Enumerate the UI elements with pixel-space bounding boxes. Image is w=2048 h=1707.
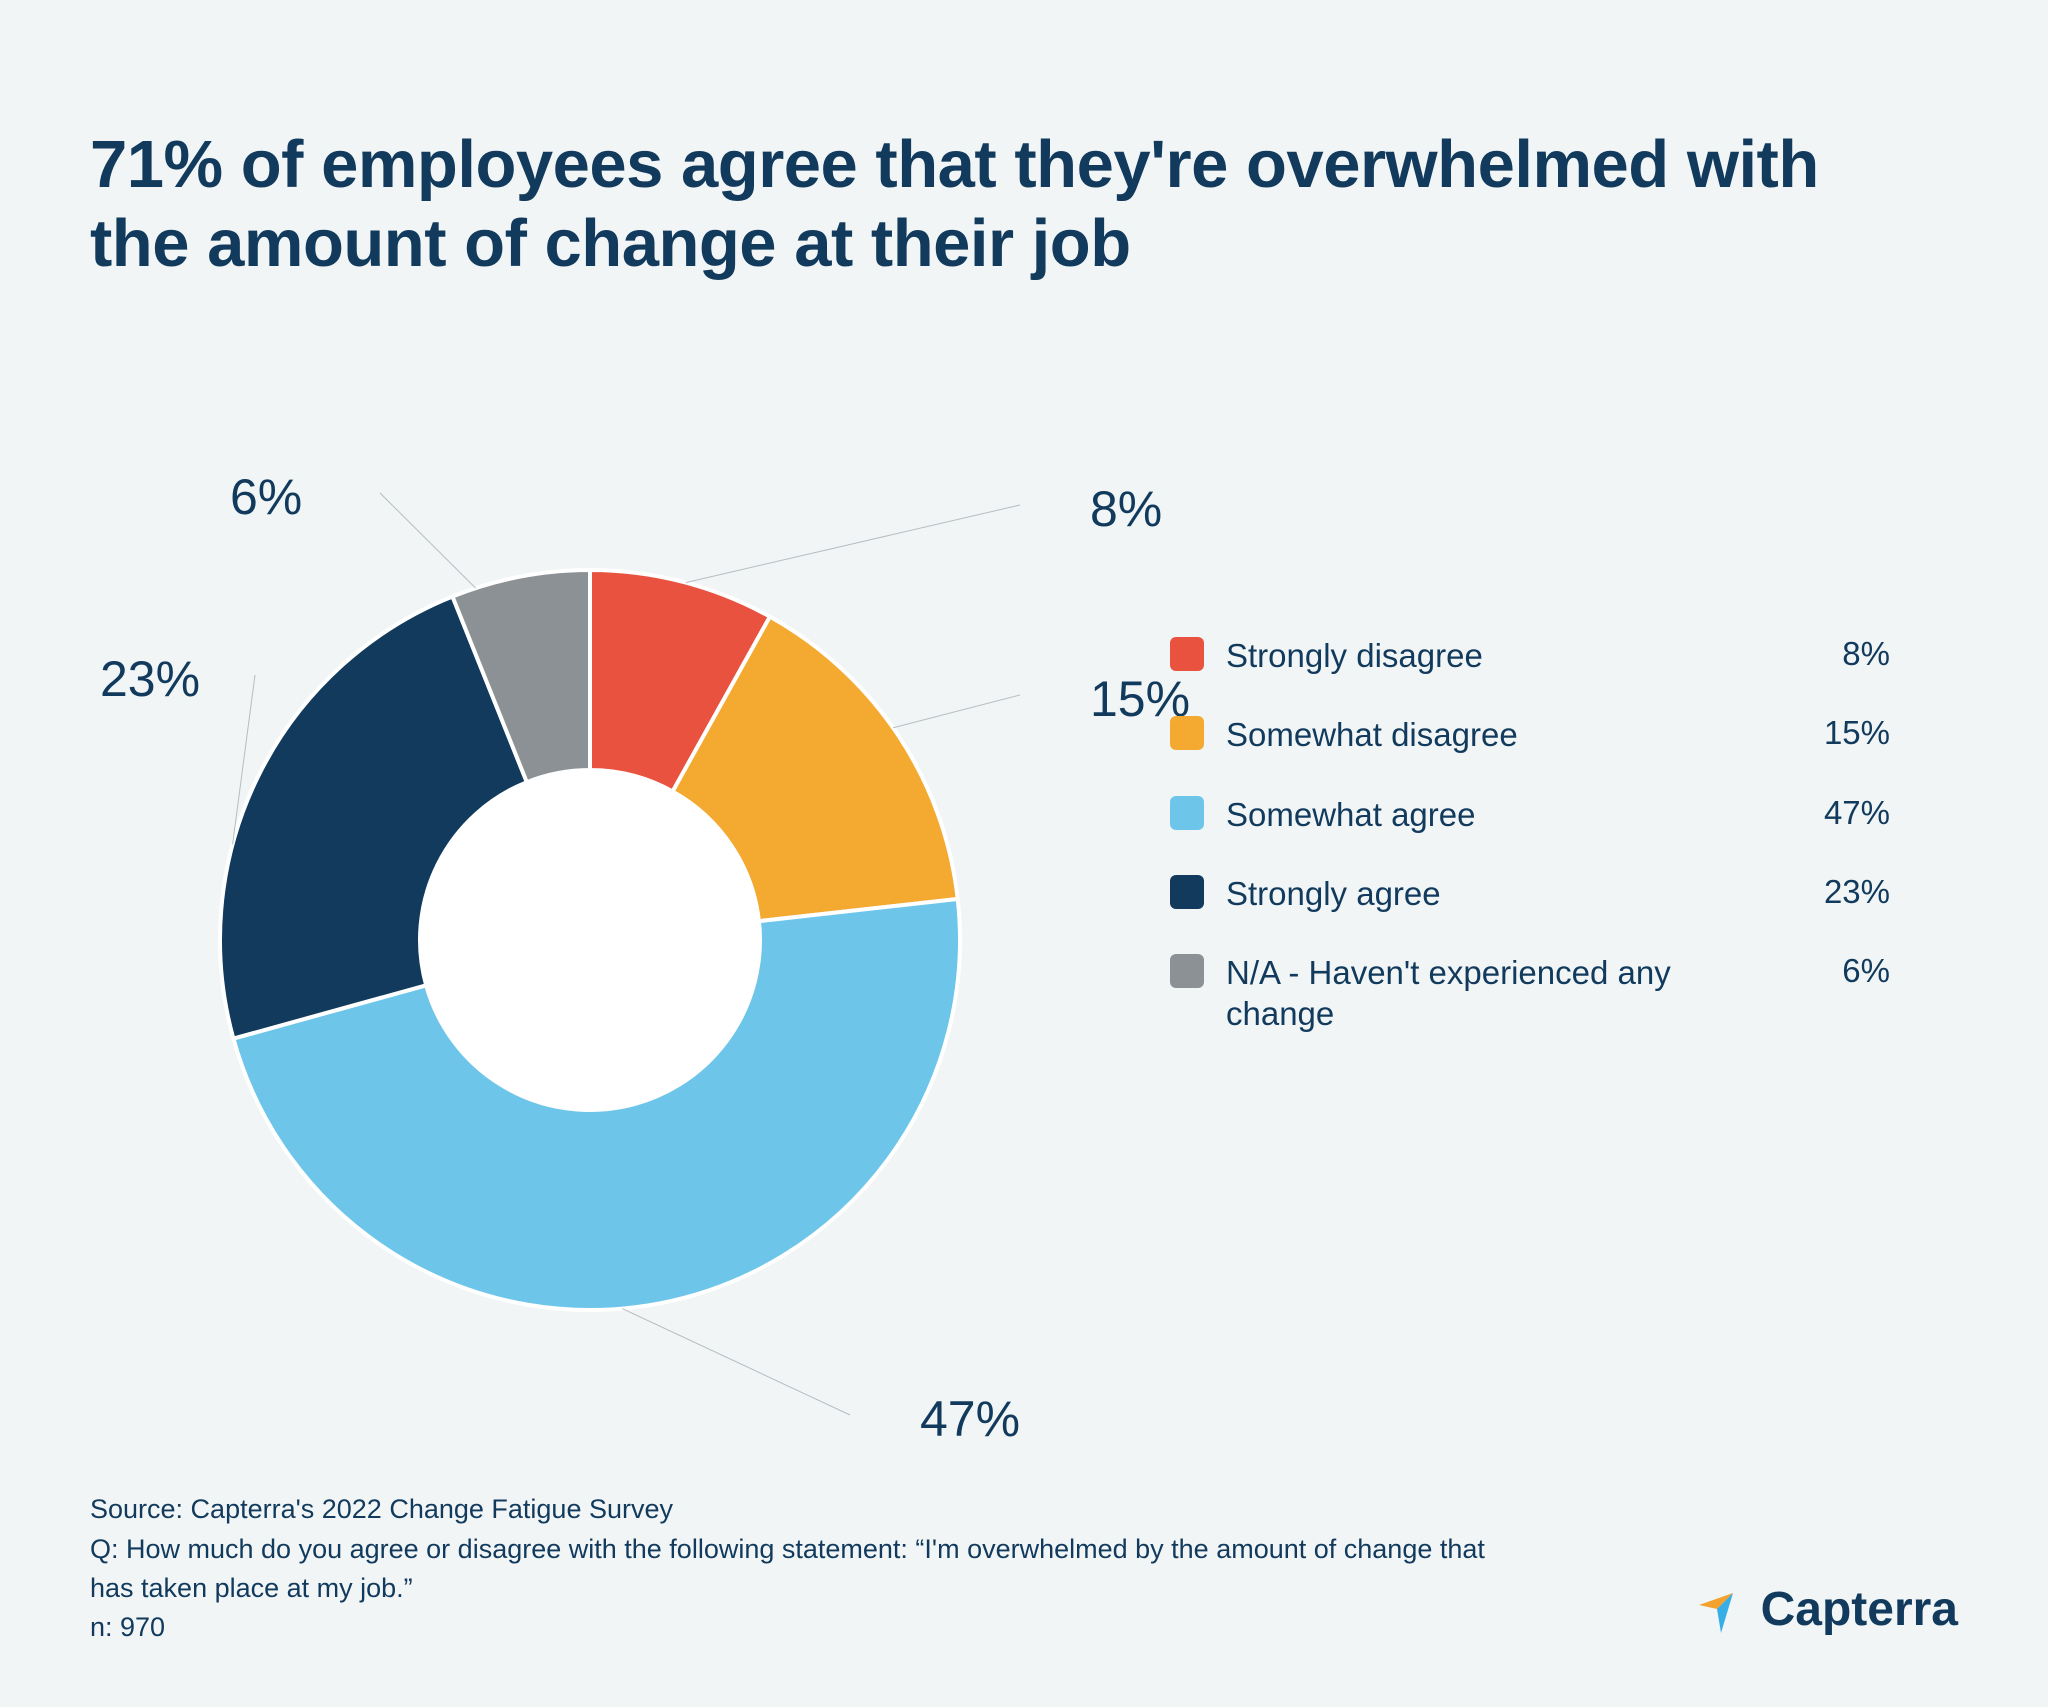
callout-strongly_disagree: 8% [1090, 480, 1162, 538]
donut-hole [420, 770, 760, 1110]
legend-swatch [1170, 954, 1204, 988]
legend: Strongly disagree8%Somewhat disagree15%S… [1170, 635, 1890, 1073]
donut-chart: 8%15%47%23%6% [90, 440, 1090, 1440]
legend-row: Somewhat agree 47% [1170, 794, 1890, 835]
legend-swatch [1170, 875, 1204, 909]
footer-line: Q: How much do you agree or disagree wit… [90, 1530, 1528, 1608]
leader-line [380, 493, 476, 588]
capterra-logo: Capterra [1693, 1581, 1958, 1637]
callout-somewhat_agree: 47% [920, 1390, 1020, 1448]
legend-value: 23% [1800, 873, 1890, 911]
legend-swatch [1170, 637, 1204, 671]
footer-line: Source: Capterra's 2022 Change Fatigue S… [90, 1490, 1528, 1529]
logo-text: Capterra [1761, 1582, 1958, 1637]
legend-label: Somewhat agree [1226, 794, 1778, 835]
leader-line [686, 505, 1020, 583]
callout-na: 6% [230, 468, 302, 526]
leader-line [622, 1309, 850, 1415]
legend-label: N/A - Haven't experienced any change [1226, 952, 1778, 1035]
legend-value: 6% [1800, 952, 1890, 990]
legend-label: Strongly agree [1226, 873, 1778, 914]
infographic-page: 71% of employees agree that they're over… [0, 0, 2048, 1707]
legend-label: Somewhat disagree [1226, 714, 1778, 755]
legend-row: Strongly agree 23% [1170, 873, 1890, 914]
legend-value: 8% [1800, 635, 1890, 673]
page-title: 71% of employees agree that they're over… [90, 125, 1928, 283]
legend-row: Somewhat disagree 15% [1170, 714, 1890, 755]
legend-row: N/A - Haven't experienced any change 6% [1170, 952, 1890, 1035]
callout-strongly_agree: 23% [100, 650, 200, 708]
footer-line: n: 970 [90, 1608, 1528, 1647]
logo-arrow-icon [1693, 1581, 1749, 1637]
donut-svg [90, 440, 1090, 1440]
footer-notes: Source: Capterra's 2022 Change Fatigue S… [90, 1490, 1528, 1647]
legend-value: 15% [1800, 714, 1890, 752]
leader-line [893, 695, 1020, 728]
legend-label: Strongly disagree [1226, 635, 1778, 676]
legend-value: 47% [1800, 794, 1890, 832]
legend-swatch [1170, 796, 1204, 830]
legend-row: Strongly disagree 8% [1170, 635, 1890, 676]
legend-swatch [1170, 716, 1204, 750]
